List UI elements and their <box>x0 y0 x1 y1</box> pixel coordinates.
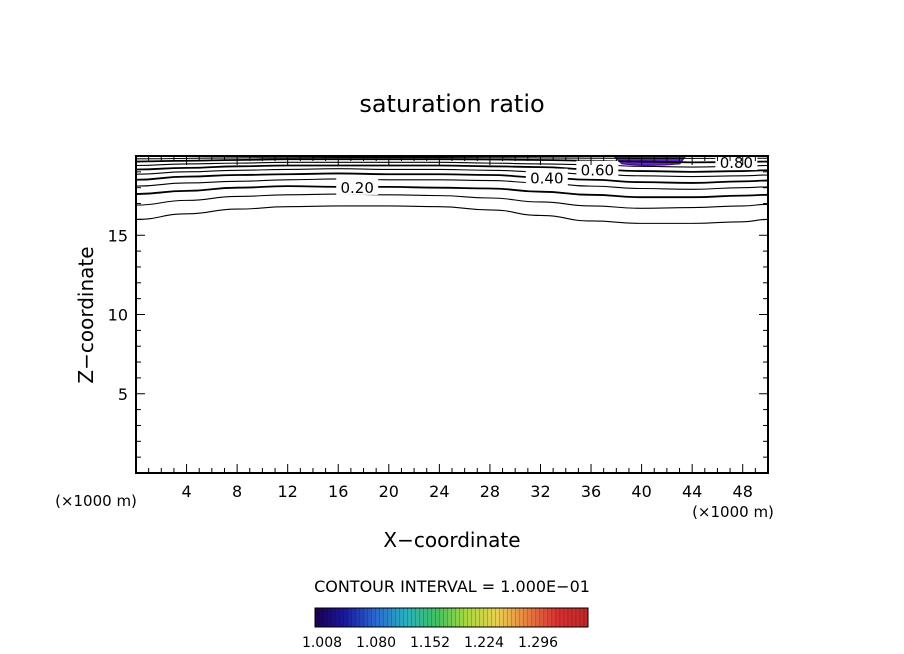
colorbar-tick-label: 1.008 <box>302 635 342 651</box>
x-axis-ticks: 4 8 12 16 20 24 28 32 36 40 44 48 <box>148 156 756 501</box>
contour-line-6 <box>136 164 768 173</box>
y-axis-ticks: 5 10 15 <box>108 171 768 458</box>
colorbar-tick-label: 1.080 <box>356 635 396 651</box>
colorbar-tick-label: 1.296 <box>518 635 558 651</box>
contour-label-4: 0.40 <box>530 170 563 188</box>
y-tick-label: 15 <box>108 226 128 245</box>
contour-label-6: 0.60 <box>581 162 614 180</box>
contour-label-8: 0.80 <box>720 154 753 172</box>
x-tick-label: 44 <box>682 482 702 501</box>
contour-line-1 <box>136 193 768 209</box>
y-tick-label: 10 <box>108 306 128 325</box>
x-tick-label: 32 <box>530 482 550 501</box>
contour-line-5 <box>136 168 768 178</box>
x-tick-label: 36 <box>581 482 601 501</box>
contour-line-2 <box>136 185 768 199</box>
contour-label-2: 0.20 <box>340 179 373 197</box>
x-axis-label: X−coordinate <box>383 528 520 552</box>
contour-line-7 <box>136 161 768 168</box>
y-tick-label: 5 <box>118 385 128 404</box>
contour-label-bg-2 <box>336 177 379 195</box>
y-axis-label: Z−coordinate <box>74 246 98 383</box>
contour-line-0 <box>136 205 768 224</box>
colorbar-labels: 1.008 1.080 1.152 1.224 1.296 <box>302 635 558 651</box>
plot-frame <box>135 155 769 474</box>
contour-labels: 0.20 0.40 0.60 0.80 <box>336 153 758 197</box>
x-unit-right: (×1000 m) <box>692 503 774 521</box>
contour-line-9 <box>136 157 768 160</box>
contour-label-bg-6 <box>576 160 619 178</box>
x-unit-left: (×1000 m) <box>55 492 137 510</box>
x-tick-label: 28 <box>480 482 500 501</box>
chart-title: saturation ratio <box>359 90 544 118</box>
x-tick-label: 16 <box>328 482 348 501</box>
colorbar-gradient <box>314 607 589 628</box>
contour-label-bg-4 <box>525 168 568 186</box>
x-tick-label: 8 <box>232 482 242 501</box>
x-tick-label: 20 <box>379 482 399 501</box>
contour-label-bg-8 <box>715 153 758 171</box>
x-tick-label: 4 <box>181 482 191 501</box>
contour-line-3 <box>136 178 768 190</box>
x-tick-label: 24 <box>429 482 449 501</box>
x-tick-label: 12 <box>278 482 298 501</box>
contour-lines <box>136 157 768 224</box>
x-tick-label: 48 <box>733 482 753 501</box>
contour-line-4 <box>136 172 768 184</box>
colorbar-tick-label: 1.224 <box>464 635 504 651</box>
colorbar <box>314 607 589 628</box>
colorbar-tick-label: 1.152 <box>410 635 450 651</box>
x-tick-label: 40 <box>631 482 651 501</box>
contour-interval-text: CONTOUR INTERVAL = 1.000E−01 <box>314 577 590 596</box>
